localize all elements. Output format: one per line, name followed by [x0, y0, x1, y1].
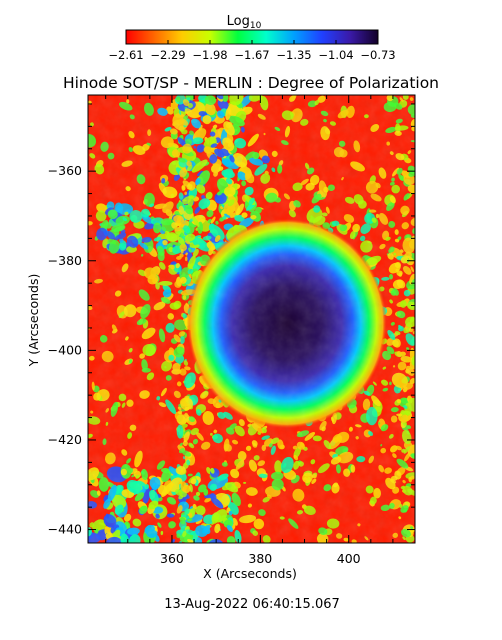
colorbar-label: Log10	[227, 14, 262, 31]
map-frame	[87, 94, 416, 544]
y-tick-label: −380	[48, 253, 82, 268]
polarization-map	[88, 95, 415, 543]
timestamp: 13-Aug-2022 06:40:15.067	[164, 597, 340, 612]
x-axis-label: X (Arcseconds)	[203, 566, 297, 581]
colorbar-tick-label: −1.35	[276, 48, 311, 62]
colorbar-tick-label: −1.98	[192, 48, 227, 62]
y-tick-label: −440	[48, 522, 82, 537]
colorbar-tick-label: −1.67	[234, 48, 269, 62]
map-title: Hinode SOT/SP - MERLIN : Degree of Polar…	[63, 74, 439, 92]
colorbar-tick-label: −2.61	[108, 48, 143, 62]
y-tick-label: −360	[48, 163, 82, 178]
y-tick-label: −420	[48, 432, 82, 447]
x-tick-label: 360	[160, 551, 184, 566]
x-tick-label: 380	[248, 551, 272, 566]
colorbar-tick-label: −1.04	[318, 48, 353, 62]
y-axis: −360 −380 −400 −420 −440	[48, 103, 415, 537]
x-tick-label: 400	[337, 551, 361, 566]
colorbar-tick-label: −0.73	[360, 48, 395, 62]
y-tick-label: −400	[48, 342, 82, 357]
y-axis-label: Y (Arcseconds)	[26, 274, 41, 368]
colorbar-tick-label: −2.29	[150, 48, 185, 62]
x-axis: 360 380 400	[105, 95, 416, 566]
colorbar-ticks: −2.61 −2.29 −1.98 −1.67 −1.35 −1.04 −0.73	[108, 40, 396, 62]
